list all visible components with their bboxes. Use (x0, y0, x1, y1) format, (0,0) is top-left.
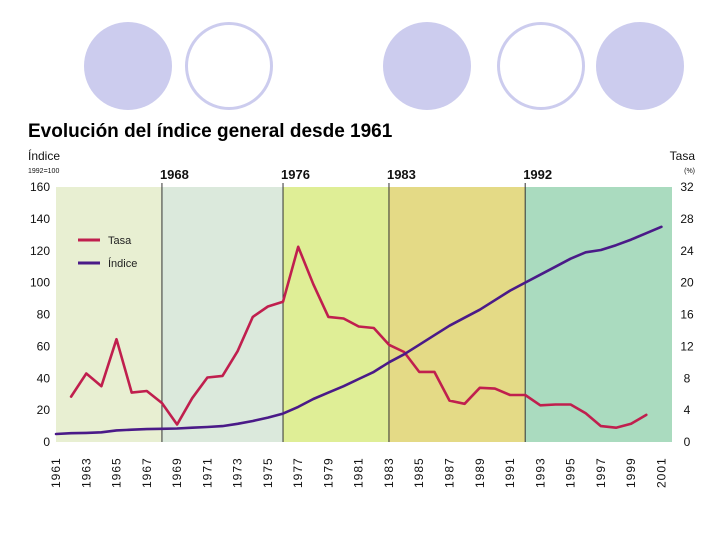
right-tick-label: 8 (684, 371, 691, 385)
x-tick-label: 2001 (654, 457, 668, 488)
x-tick-label: 1999 (624, 457, 638, 488)
series-lines (54, 225, 663, 436)
x-tick-label: 1967 (140, 457, 154, 488)
x-tick-label: 1995 (564, 457, 578, 488)
legend: Tasa Índice (78, 235, 137, 270)
decorative-circle-3 (383, 22, 471, 110)
legend-label-indice: Índice (108, 257, 137, 270)
left-tick-label: 40 (37, 371, 51, 385)
left-tick-label: 20 (37, 403, 51, 417)
period-label-1976: 1976 (281, 167, 310, 182)
series-line-indice (54, 225, 663, 436)
period-label-1992: 1992 (523, 167, 552, 182)
decorative-circle-1 (84, 22, 172, 110)
x-tick-label: 1977 (291, 457, 305, 488)
x-tick-label: 1961 (49, 457, 63, 488)
period-band-1976 (283, 187, 389, 442)
x-tick-label: 1981 (352, 457, 366, 488)
right-tick-label: 28 (680, 212, 694, 226)
left-axis-label: Índice (28, 148, 60, 163)
series-line-tasa (69, 245, 648, 430)
right-tick-label: 12 (680, 339, 694, 353)
x-tick-label: 1971 (200, 457, 214, 488)
x-tick-label: 1991 (503, 457, 517, 488)
x-tick-label: 1985 (412, 457, 426, 488)
right-tick-label: 0 (684, 435, 691, 449)
x-tick-label: 1963 (79, 457, 93, 488)
x-axis-ticks: 1961 1963 1965 1967 1969 1971 1973 1975 1977 1979… (49, 457, 668, 488)
right-tick-label: 20 (680, 276, 694, 290)
chart-title: Evolución del índice general desde 1961 (28, 121, 393, 142)
legend-label-tasa: Tasa (108, 235, 132, 247)
left-axis-sublabel: 1992=100 (28, 168, 59, 175)
right-axis-label: Tasa (670, 149, 696, 163)
x-tick-label: 1993 (533, 457, 547, 488)
left-axis-ticks: 0 20 40 60 80 100 120 140 160 (30, 180, 50, 449)
right-tick-label: 16 (680, 308, 694, 322)
left-tick-label: 160 (30, 180, 50, 194)
x-tick-label: 1969 (170, 457, 184, 488)
period-labels: 1968 1976 1983 1992 (160, 167, 552, 182)
x-tick-label: 1987 (443, 457, 457, 488)
left-tick-label: 80 (37, 308, 51, 322)
period-label-1983: 1983 (387, 167, 416, 182)
x-tick-label: 1983 (382, 457, 396, 488)
period-label-1968: 1968 (160, 167, 189, 182)
right-tick-label: 4 (684, 403, 691, 417)
period-band-1992 (525, 187, 672, 442)
x-tick-label: 1965 (110, 457, 124, 488)
right-axis-ticks: 0 4 8 12 16 20 24 28 32 (680, 180, 694, 449)
x-tick-label: 1973 (231, 457, 245, 488)
right-axis-sublabel: (%) (684, 168, 695, 175)
left-tick-label: 120 (30, 244, 50, 258)
decorative-circle-4 (497, 22, 585, 110)
period-bands (56, 183, 672, 442)
period-band-start (56, 187, 162, 442)
left-tick-label: 140 (30, 212, 50, 226)
x-tick-label: 1989 (473, 457, 487, 488)
right-tick-label: 24 (680, 244, 694, 258)
decorative-circle-5 (596, 22, 684, 110)
period-band-1983 (388, 187, 526, 442)
x-tick-label: 1975 (261, 457, 275, 488)
period-band-1968 (161, 187, 284, 442)
right-tick-label: 32 (680, 180, 694, 194)
left-tick-label: 60 (37, 339, 51, 353)
x-tick-label: 1997 (594, 457, 608, 488)
left-tick-label: 100 (30, 276, 50, 290)
left-tick-label: 0 (43, 435, 50, 449)
decorative-circle-2 (185, 22, 273, 110)
x-tick-label: 1979 (321, 457, 335, 488)
